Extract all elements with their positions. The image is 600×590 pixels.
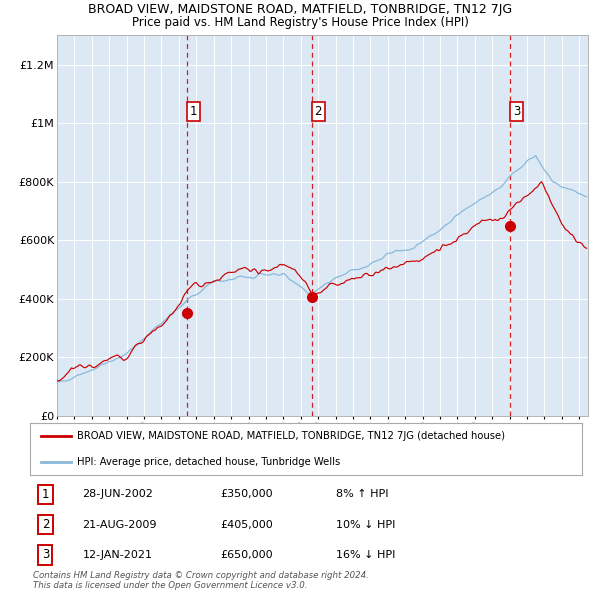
Text: 8% ↑ HPI: 8% ↑ HPI [337,489,389,499]
Text: BROAD VIEW, MAIDSTONE ROAD, MATFIELD, TONBRIDGE, TN12 7JG: BROAD VIEW, MAIDSTONE ROAD, MATFIELD, TO… [88,2,512,16]
Text: 16% ↓ HPI: 16% ↓ HPI [337,550,396,560]
Text: 2: 2 [42,518,49,531]
Text: Contains HM Land Registry data © Crown copyright and database right 2024.
This d: Contains HM Land Registry data © Crown c… [33,571,369,590]
Text: 12-JAN-2021: 12-JAN-2021 [82,550,152,560]
Text: 21-AUG-2009: 21-AUG-2009 [82,520,157,530]
Text: HPI: Average price, detached house, Tunbridge Wells: HPI: Average price, detached house, Tunb… [77,457,340,467]
Text: BROAD VIEW, MAIDSTONE ROAD, MATFIELD, TONBRIDGE, TN12 7JG (detached house): BROAD VIEW, MAIDSTONE ROAD, MATFIELD, TO… [77,431,505,441]
Text: 3: 3 [513,105,520,118]
Text: £350,000: £350,000 [220,489,273,499]
Text: £405,000: £405,000 [220,520,273,530]
Text: £650,000: £650,000 [220,550,273,560]
Text: 1: 1 [42,488,49,501]
Text: Price paid vs. HM Land Registry's House Price Index (HPI): Price paid vs. HM Land Registry's House … [131,15,469,29]
Text: 1: 1 [190,105,197,118]
Text: 10% ↓ HPI: 10% ↓ HPI [337,520,396,530]
Text: 3: 3 [42,548,49,561]
Text: 28-JUN-2002: 28-JUN-2002 [82,489,154,499]
Text: 2: 2 [314,105,322,118]
